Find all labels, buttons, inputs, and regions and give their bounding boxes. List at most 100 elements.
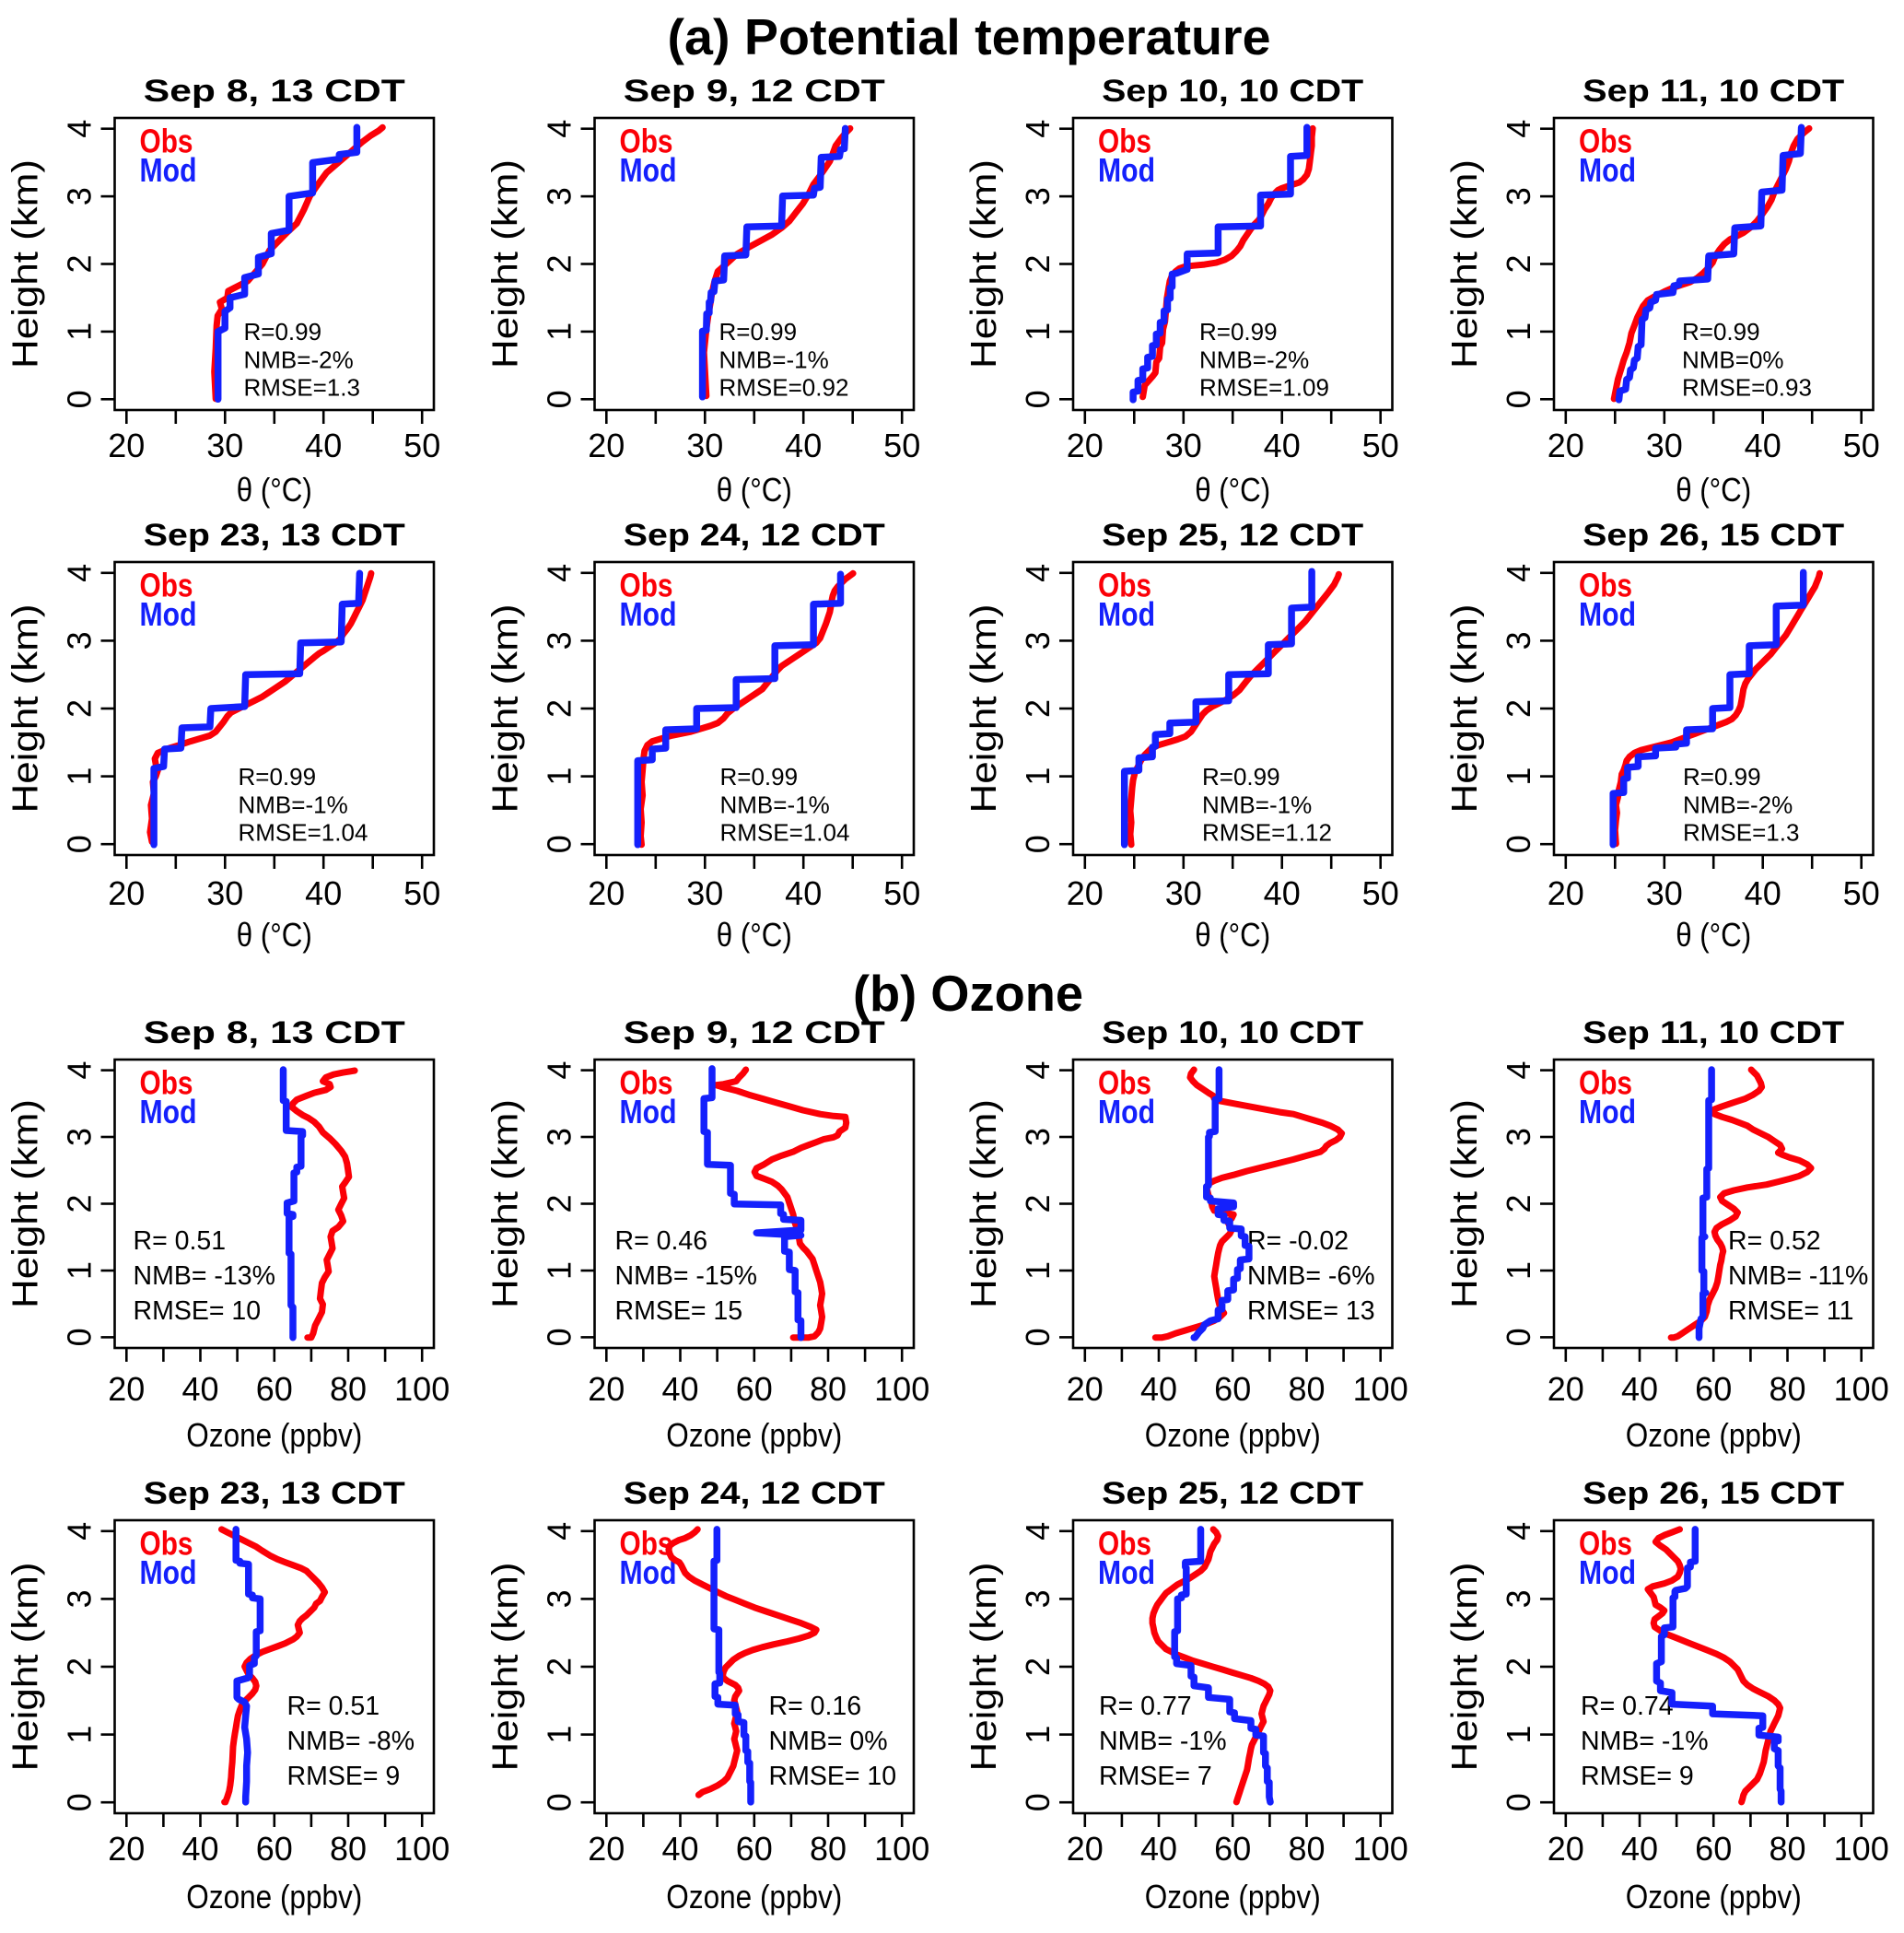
svg-text:4: 4 <box>1500 1061 1537 1080</box>
svg-text:Ozone (ppbv): Ozone (ppbv) <box>186 1878 362 1915</box>
svg-text:3: 3 <box>1019 631 1057 650</box>
svg-text:Obs: Obs <box>1098 123 1151 160</box>
svg-text:40: 40 <box>1140 1370 1177 1408</box>
svg-text:1: 1 <box>1500 1261 1537 1280</box>
svg-text:1: 1 <box>1500 1726 1537 1744</box>
svg-text:40: 40 <box>785 427 822 464</box>
svg-text:NMB=-2%: NMB=-2% <box>1199 346 1309 373</box>
svg-text:Mod: Mod <box>1579 1093 1636 1131</box>
svg-text:3: 3 <box>541 1589 578 1608</box>
svg-text:RMSE=0.92: RMSE=0.92 <box>719 374 849 402</box>
svg-text:Mod: Mod <box>140 151 197 189</box>
svg-text:50: 50 <box>1843 874 1880 912</box>
svg-text:40: 40 <box>1745 427 1781 464</box>
svg-text:30: 30 <box>686 427 723 464</box>
svg-text:0: 0 <box>1500 390 1537 408</box>
svg-text:R=0.99: R=0.99 <box>239 763 317 791</box>
svg-text:Sep 9, 12 CDT: Sep 9, 12 CDT <box>624 1015 885 1050</box>
svg-text:20: 20 <box>1548 1830 1584 1868</box>
svg-text:RMSE= 13: RMSE= 13 <box>1247 1296 1375 1326</box>
svg-text:1: 1 <box>61 767 99 786</box>
svg-text:RMSE=1.3: RMSE=1.3 <box>244 374 360 402</box>
svg-text:0: 0 <box>61 835 99 853</box>
svg-text:Height (km): Height (km) <box>486 1099 526 1308</box>
svg-text:Obs: Obs <box>620 1064 673 1102</box>
svg-text:50: 50 <box>883 427 920 464</box>
svg-text:20: 20 <box>108 427 145 464</box>
svg-text:RMSE=1.04: RMSE=1.04 <box>239 819 368 847</box>
svg-text:20: 20 <box>1067 1370 1104 1408</box>
svg-text:θ (°C): θ (°C) <box>1676 471 1751 509</box>
svg-text:40: 40 <box>661 1370 698 1408</box>
svg-text:R= -0.02: R= -0.02 <box>1247 1226 1349 1256</box>
svg-text:2: 2 <box>61 1658 99 1676</box>
svg-text:4: 4 <box>541 564 578 582</box>
svg-text:40: 40 <box>785 874 822 912</box>
svg-text:0: 0 <box>541 390 578 408</box>
svg-text:30: 30 <box>1646 427 1683 464</box>
svg-text:0: 0 <box>541 835 578 853</box>
svg-text:R= 0.16: R= 0.16 <box>769 1692 862 1721</box>
svg-text:4: 4 <box>1019 1522 1057 1541</box>
svg-text:Height (km): Height (km) <box>6 1099 46 1308</box>
svg-text:20: 20 <box>588 874 625 912</box>
svg-text:Mod: Mod <box>140 595 197 633</box>
svg-text:80: 80 <box>810 1830 847 1868</box>
svg-text:2: 2 <box>61 1194 99 1213</box>
svg-text:Sep 11, 10 CDT: Sep 11, 10 CDT <box>1583 1015 1844 1050</box>
svg-text:Height (km): Height (km) <box>6 159 46 369</box>
svg-text:R=0.99: R=0.99 <box>1202 763 1280 791</box>
svg-text:RMSE=1.3: RMSE=1.3 <box>1683 819 1799 847</box>
svg-text:R= 0.51: R= 0.51 <box>134 1226 227 1256</box>
svg-text:40: 40 <box>1264 874 1301 912</box>
svg-text:Mod: Mod <box>620 1553 677 1591</box>
svg-text:3: 3 <box>61 187 99 205</box>
svg-text:60: 60 <box>256 1830 293 1868</box>
svg-text:50: 50 <box>403 874 440 912</box>
svg-text:4: 4 <box>61 1522 99 1541</box>
svg-text:RMSE= 11: RMSE= 11 <box>1728 1296 1854 1326</box>
svg-text:θ (°C): θ (°C) <box>1195 916 1270 954</box>
svg-text:2: 2 <box>1019 1658 1057 1676</box>
svg-text:100: 100 <box>874 1370 929 1408</box>
svg-text:0: 0 <box>1500 1328 1537 1346</box>
svg-text:80: 80 <box>1288 1370 1325 1408</box>
svg-text:4: 4 <box>1019 1061 1057 1080</box>
svg-text:60: 60 <box>256 1370 293 1408</box>
svg-text:Mod: Mod <box>620 1093 677 1131</box>
svg-text:100: 100 <box>1353 1830 1408 1868</box>
svg-text:30: 30 <box>206 427 243 464</box>
svg-text:100: 100 <box>394 1830 450 1868</box>
svg-text:RMSE= 7: RMSE= 7 <box>1099 1762 1212 1791</box>
svg-text:4: 4 <box>61 564 99 582</box>
svg-text:R= 0.74: R= 0.74 <box>1581 1692 1674 1721</box>
svg-text:40: 40 <box>305 874 342 912</box>
svg-text:R=0.99: R=0.99 <box>244 318 322 346</box>
svg-text:Obs: Obs <box>1579 123 1632 160</box>
svg-text:3: 3 <box>61 1128 99 1146</box>
svg-text:R= 0.52: R= 0.52 <box>1728 1226 1821 1256</box>
svg-text:Mod: Mod <box>140 1553 197 1591</box>
svg-text:2: 2 <box>541 1194 578 1213</box>
svg-text:0: 0 <box>1500 835 1537 853</box>
svg-text:60: 60 <box>736 1830 773 1868</box>
svg-text:Obs: Obs <box>1098 567 1151 604</box>
svg-text:20: 20 <box>108 1370 145 1408</box>
svg-text:Ozone (ppbv): Ozone (ppbv) <box>1626 1416 1802 1454</box>
svg-text:NMB=-1%: NMB=-1% <box>239 791 348 818</box>
svg-text:Height (km): Height (km) <box>964 1099 1004 1308</box>
svg-text:Height (km): Height (km) <box>486 604 526 814</box>
svg-text:NMB= -1%: NMB= -1% <box>1581 1727 1709 1756</box>
svg-text:Height (km): Height (km) <box>1445 604 1485 814</box>
svg-text:Height (km): Height (km) <box>486 1563 526 1772</box>
svg-text:Height (km): Height (km) <box>6 1563 46 1772</box>
svg-text:30: 30 <box>1165 874 1202 912</box>
svg-text:50: 50 <box>403 427 440 464</box>
svg-text:Height (km): Height (km) <box>1445 1099 1485 1308</box>
svg-text:NMB=-2%: NMB=-2% <box>244 346 354 373</box>
svg-text:1: 1 <box>1500 322 1537 341</box>
svg-text:Height (km): Height (km) <box>486 159 526 369</box>
svg-text:1: 1 <box>1019 1261 1057 1280</box>
svg-text:3: 3 <box>61 1589 99 1608</box>
svg-text:60: 60 <box>1214 1370 1251 1408</box>
